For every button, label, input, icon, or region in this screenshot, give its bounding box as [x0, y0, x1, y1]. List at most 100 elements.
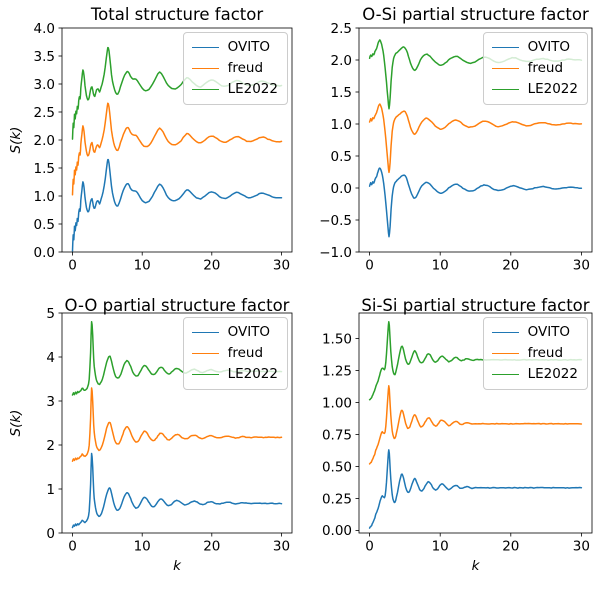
legend-label: freud: [527, 59, 564, 76]
plot-title: Total structure factor: [90, 5, 264, 24]
legend-line-freud-icon: [491, 353, 519, 354]
y-tick-label: 0.00: [322, 523, 352, 539]
subplot-si-si-partial-structure-factor: 0.00 0.25 0.50 0.75 1.00 1.25 1.50 0 10 20 30 Si-S…: [302, 295, 603, 590]
x-tick-label: 30: [273, 258, 290, 274]
y-tick-label: 0.0: [34, 245, 55, 261]
axes-frame: [358, 312, 593, 534]
legend-item-freud: freud: [491, 343, 578, 364]
y-tick-label: 1.50: [322, 331, 352, 347]
y-tick-label: 1.0: [34, 189, 55, 205]
plot-area: 0.00 0.25 0.50 0.75 1.00 1.25 1.50 0 10 20 30: [322, 312, 593, 555]
x-tick-label: 20: [502, 539, 519, 555]
legend-line-freud-icon: [491, 68, 519, 69]
axis-ticks: [355, 27, 582, 256]
plot-title: O-O partial structure factor: [64, 296, 290, 315]
y-tick-label: 1: [46, 482, 55, 498]
legend-item-ovito: OVITO: [491, 322, 578, 343]
legend-label: freud: [527, 344, 564, 361]
y-tick-label: 1.0: [331, 117, 352, 133]
legend-item-freud: freud: [491, 58, 578, 79]
legend-item-le2022: LE2022: [191, 364, 278, 385]
y-tick-label: −1.0: [319, 245, 352, 261]
axis-ticks: [355, 338, 582, 537]
axes-frame: [358, 27, 593, 253]
legend-item-freud: freud: [191, 343, 278, 364]
legend-item-le2022: LE2022: [491, 364, 578, 385]
y-tick-label: 0.50: [322, 459, 352, 475]
y-tick-label: 3.0: [34, 77, 55, 93]
y-tick-label: 0.25: [322, 491, 352, 507]
y-tick-label: 3.5: [34, 49, 55, 65]
plot-title: O-Si partial structure factor: [362, 5, 589, 24]
legend-item-le2022: LE2022: [491, 79, 578, 100]
y-axis-label: S(k): [8, 409, 24, 437]
y-tick-label: −0.5: [319, 213, 352, 229]
subplot-o-o-partial-structure-factor: 0 1 2 3 4 5 0 10 20 30 O-O partial structure fact…: [0, 295, 301, 590]
x-tick-label: 30: [573, 539, 590, 555]
legend-line-le2022-icon: [491, 374, 519, 375]
legend-line-le2022-icon: [191, 89, 219, 90]
subplot-total-structure-factor: 0.0 0.5 1.0 1.5 2.0 2.5 3.0 3.5 4.0 0 10 20 30 Total…: [0, 0, 301, 295]
y-tick-label: 4.0: [34, 21, 55, 37]
x-tick-label: 0: [68, 539, 77, 555]
axis-ticks: [58, 312, 282, 537]
legend-label: OVITO: [227, 38, 271, 55]
series-line-ovito: [368, 449, 583, 529]
legend-item-ovito: OVITO: [191, 322, 278, 343]
x-tick-label: 10: [432, 258, 449, 274]
legend: OVITO freud LE2022: [482, 317, 588, 390]
y-axis-label: S(k): [8, 126, 24, 154]
y-tick-label: 1.25: [322, 363, 352, 379]
plot-area: 0.0 0.5 1.0 1.5 2.0 2.5 3.0 3.5 4.0 0 10 20 30: [34, 21, 293, 274]
y-tick-label: 1.5: [331, 85, 352, 101]
legend-label: freud: [227, 344, 264, 361]
x-tick-label: 0: [365, 539, 374, 555]
x-axis-label: k: [173, 558, 181, 574]
x-tick-label: 0: [68, 258, 77, 274]
axis-ticks: [58, 27, 282, 256]
legend-label: OVITO: [527, 323, 571, 340]
x-tick-label: 20: [203, 258, 220, 274]
legend-line-ovito-icon: [491, 332, 519, 333]
x-tick-label: 30: [273, 539, 290, 555]
y-tick-label: 0.5: [34, 217, 55, 233]
y-tick-label: 1.5: [34, 161, 55, 177]
legend: OVITO freud LE2022: [182, 32, 288, 105]
legend: OVITO freud LE2022: [482, 32, 588, 105]
legend-label: OVITO: [527, 38, 571, 55]
x-axis-label: k: [471, 558, 480, 574]
legend-line-ovito-icon: [191, 332, 219, 333]
legend-line-ovito-icon: [191, 47, 219, 48]
series-line-freud: [71, 387, 283, 462]
plot-area: 0 1 2 3 4 5 0 10 20 30: [46, 306, 293, 555]
x-tick-label: 10: [134, 539, 151, 555]
series-line-freud: [368, 103, 583, 174]
axes-frame: [61, 312, 293, 534]
legend: OVITO freud LE2022: [182, 317, 288, 390]
legend-label: LE2022: [227, 80, 278, 97]
series-line-ovito: [71, 452, 283, 529]
series-line-freud: [368, 385, 583, 465]
x-tick-label: 20: [502, 258, 519, 274]
x-tick-label: 0: [365, 258, 374, 274]
x-tick-label: 10: [432, 539, 449, 555]
plot-title: Si-Si partial structure factor: [361, 296, 590, 315]
legend-item-ovito: OVITO: [491, 37, 578, 58]
x-tick-label: 10: [134, 258, 151, 274]
legend-line-ovito-icon: [491, 47, 519, 48]
y-tick-label: 2.0: [34, 133, 55, 149]
y-tick-label: 0.0: [331, 181, 352, 197]
y-tick-label: 0.75: [322, 427, 352, 443]
series-line-freud: [71, 102, 283, 196]
y-tick-label: 2.5: [331, 21, 352, 37]
y-tick-label: 5: [46, 306, 55, 322]
y-tick-label: 2: [46, 438, 55, 454]
y-tick-label: 2.5: [34, 105, 55, 121]
legend-item-freud: freud: [191, 58, 278, 79]
legend-item-ovito: OVITO: [191, 37, 278, 58]
y-tick-label: 0: [46, 526, 55, 542]
axes-frame: [61, 27, 293, 253]
legend-label: freud: [227, 59, 264, 76]
legend-line-freud-icon: [191, 353, 219, 354]
legend-label: OVITO: [227, 323, 271, 340]
